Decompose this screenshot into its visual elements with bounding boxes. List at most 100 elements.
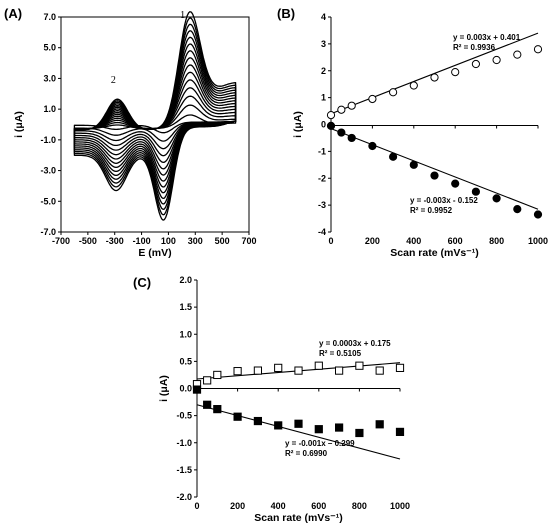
data-point	[355, 361, 364, 370]
data-point	[409, 160, 418, 169]
x-tick-label: 0	[194, 501, 199, 511]
panel-b-upper-fit-equation: y = 0.003x + 0.401	[453, 33, 521, 42]
panel-b-fit-lines	[330, 32, 539, 210]
data-point	[253, 416, 263, 426]
x-tick-label: 200	[365, 236, 380, 246]
x-tick-label: 100	[161, 236, 176, 246]
data-point	[335, 423, 344, 432]
trendline	[196, 404, 401, 460]
panel-c-upper-fit-r2: R² = 0.5105	[319, 349, 362, 358]
data-point	[389, 152, 398, 161]
data-point	[389, 88, 398, 97]
x-tick-label: 400	[271, 501, 286, 511]
x-tick-label: 600	[448, 236, 463, 246]
x-tick-label: 400	[406, 236, 421, 246]
panel-b-x-axis-label: Scan rate (mVs⁻¹)	[390, 247, 478, 259]
panel-c-upper-fit-equation: y = 0.0003x + 0.175	[319, 339, 391, 348]
y-tick-label: 5.0	[43, 43, 56, 53]
panel-b-data-points	[326, 45, 543, 219]
data-point	[274, 421, 283, 430]
panel-a-tick-labels: 7.0 5.0 3.0 1.0 -1.0 -3.0 -5.0 -7.0-700 -500 -300…	[40, 12, 256, 246]
y-tick-label: 7.0	[43, 12, 56, 22]
x-tick-label: 500	[215, 236, 230, 246]
data-point	[203, 376, 212, 385]
x-tick-label: 0	[328, 236, 333, 246]
panel-c-scan-rate-plot: (C) 2.0 1.5 1.0 0.5 0.0 -0.5 -1.0 -1.5 -2.00 200 4…	[133, 275, 410, 524]
y-tick-label: -0.5	[176, 411, 192, 421]
x-tick-label: 1000	[528, 236, 548, 246]
data-point	[368, 94, 377, 104]
y-tick-label: 0.5	[179, 356, 192, 366]
data-point	[233, 367, 242, 376]
x-tick-label: 800	[489, 236, 504, 246]
panel-c-data-points	[192, 361, 405, 438]
data-point	[533, 210, 543, 219]
data-point	[451, 179, 460, 188]
y-tick-label: -7.0	[40, 227, 56, 237]
panel-a-y-axis-label: i (μA)	[13, 111, 25, 138]
panel-b-lower-fit-equation: y = -0.003x - 0.152	[410, 196, 478, 205]
panel-b-y-axis-label: i (μA)	[292, 111, 304, 138]
data-point	[326, 110, 336, 120]
voltammogram-curve	[73, 11, 237, 221]
data-point	[533, 45, 543, 54]
panel-a-peak-2-label: 2	[111, 75, 116, 86]
y-tick-label: -1	[318, 146, 326, 156]
data-point	[347, 101, 356, 110]
data-point	[213, 370, 222, 380]
data-point	[294, 366, 303, 375]
y-tick-label: 1.0	[179, 329, 192, 339]
x-tick-label: 700	[241, 236, 256, 246]
trendline	[330, 128, 539, 210]
panel-c-label: (C)	[133, 275, 151, 290]
panel-c-tick-labels: 2.0 1.5 1.0 0.5 0.0 -0.5 -1.0 -1.5 -2.00 200 400 60…	[176, 275, 410, 511]
x-tick-label: 200	[230, 501, 245, 511]
y-tick-label: -1.0	[40, 135, 56, 145]
data-point	[192, 385, 202, 394]
data-point	[395, 427, 405, 436]
y-tick-label: -2.0	[176, 492, 192, 502]
x-tick-label: 1000	[390, 501, 410, 511]
y-tick-label: -3.0	[40, 166, 56, 176]
y-tick-label: -2	[318, 173, 326, 183]
panel-a-axes	[58, 16, 250, 235]
y-tick-label: 3.0	[43, 73, 56, 83]
x-tick-label: -500	[79, 236, 97, 246]
data-point	[337, 105, 346, 114]
y-tick-label: 0	[321, 120, 326, 130]
data-point	[395, 363, 405, 372]
y-tick-label: 2	[321, 66, 326, 76]
data-point	[409, 81, 418, 90]
data-point	[355, 428, 364, 438]
data-point	[513, 50, 522, 59]
data-point	[335, 366, 344, 375]
panel-c-y-axis-label: i (μA)	[158, 375, 170, 402]
x-tick-label: -700	[52, 236, 70, 246]
data-point	[203, 400, 212, 409]
data-point	[492, 194, 501, 203]
y-tick-label: -3	[318, 200, 326, 210]
panel-c-lower-fit-r2: R² = 0.6990	[285, 449, 328, 458]
panel-a-label: (A)	[4, 6, 22, 21]
y-tick-label: -4	[318, 227, 326, 237]
data-point	[314, 361, 323, 370]
data-point	[294, 419, 303, 428]
x-tick-label: -100	[133, 236, 151, 246]
panel-a-voltammogram-curves	[73, 11, 237, 221]
panel-a-x-axis-label: E (mV)	[138, 247, 171, 259]
x-tick-label: 300	[188, 236, 203, 246]
data-point	[233, 412, 242, 421]
panel-c-x-axis-label: Scan rate (mVs⁻¹)	[254, 512, 342, 524]
y-tick-label: 2.0	[179, 275, 192, 285]
panel-c-lower-fit-equation: y = -0.001x – 0.299	[285, 439, 355, 448]
y-tick-label: -1.0	[176, 438, 192, 448]
data-point	[471, 187, 480, 196]
panel-a-cyclic-voltammogram: (A) 7.0 5.0 3.0 1.0 -1.0 -3.0 -5.0 -7.0-700 -500…	[4, 6, 257, 259]
data-point	[375, 420, 384, 429]
plot-frame	[60, 16, 250, 233]
x-tick-label: -300	[106, 236, 124, 246]
data-point	[430, 171, 439, 180]
y-tick-label: -1.5	[176, 465, 192, 475]
